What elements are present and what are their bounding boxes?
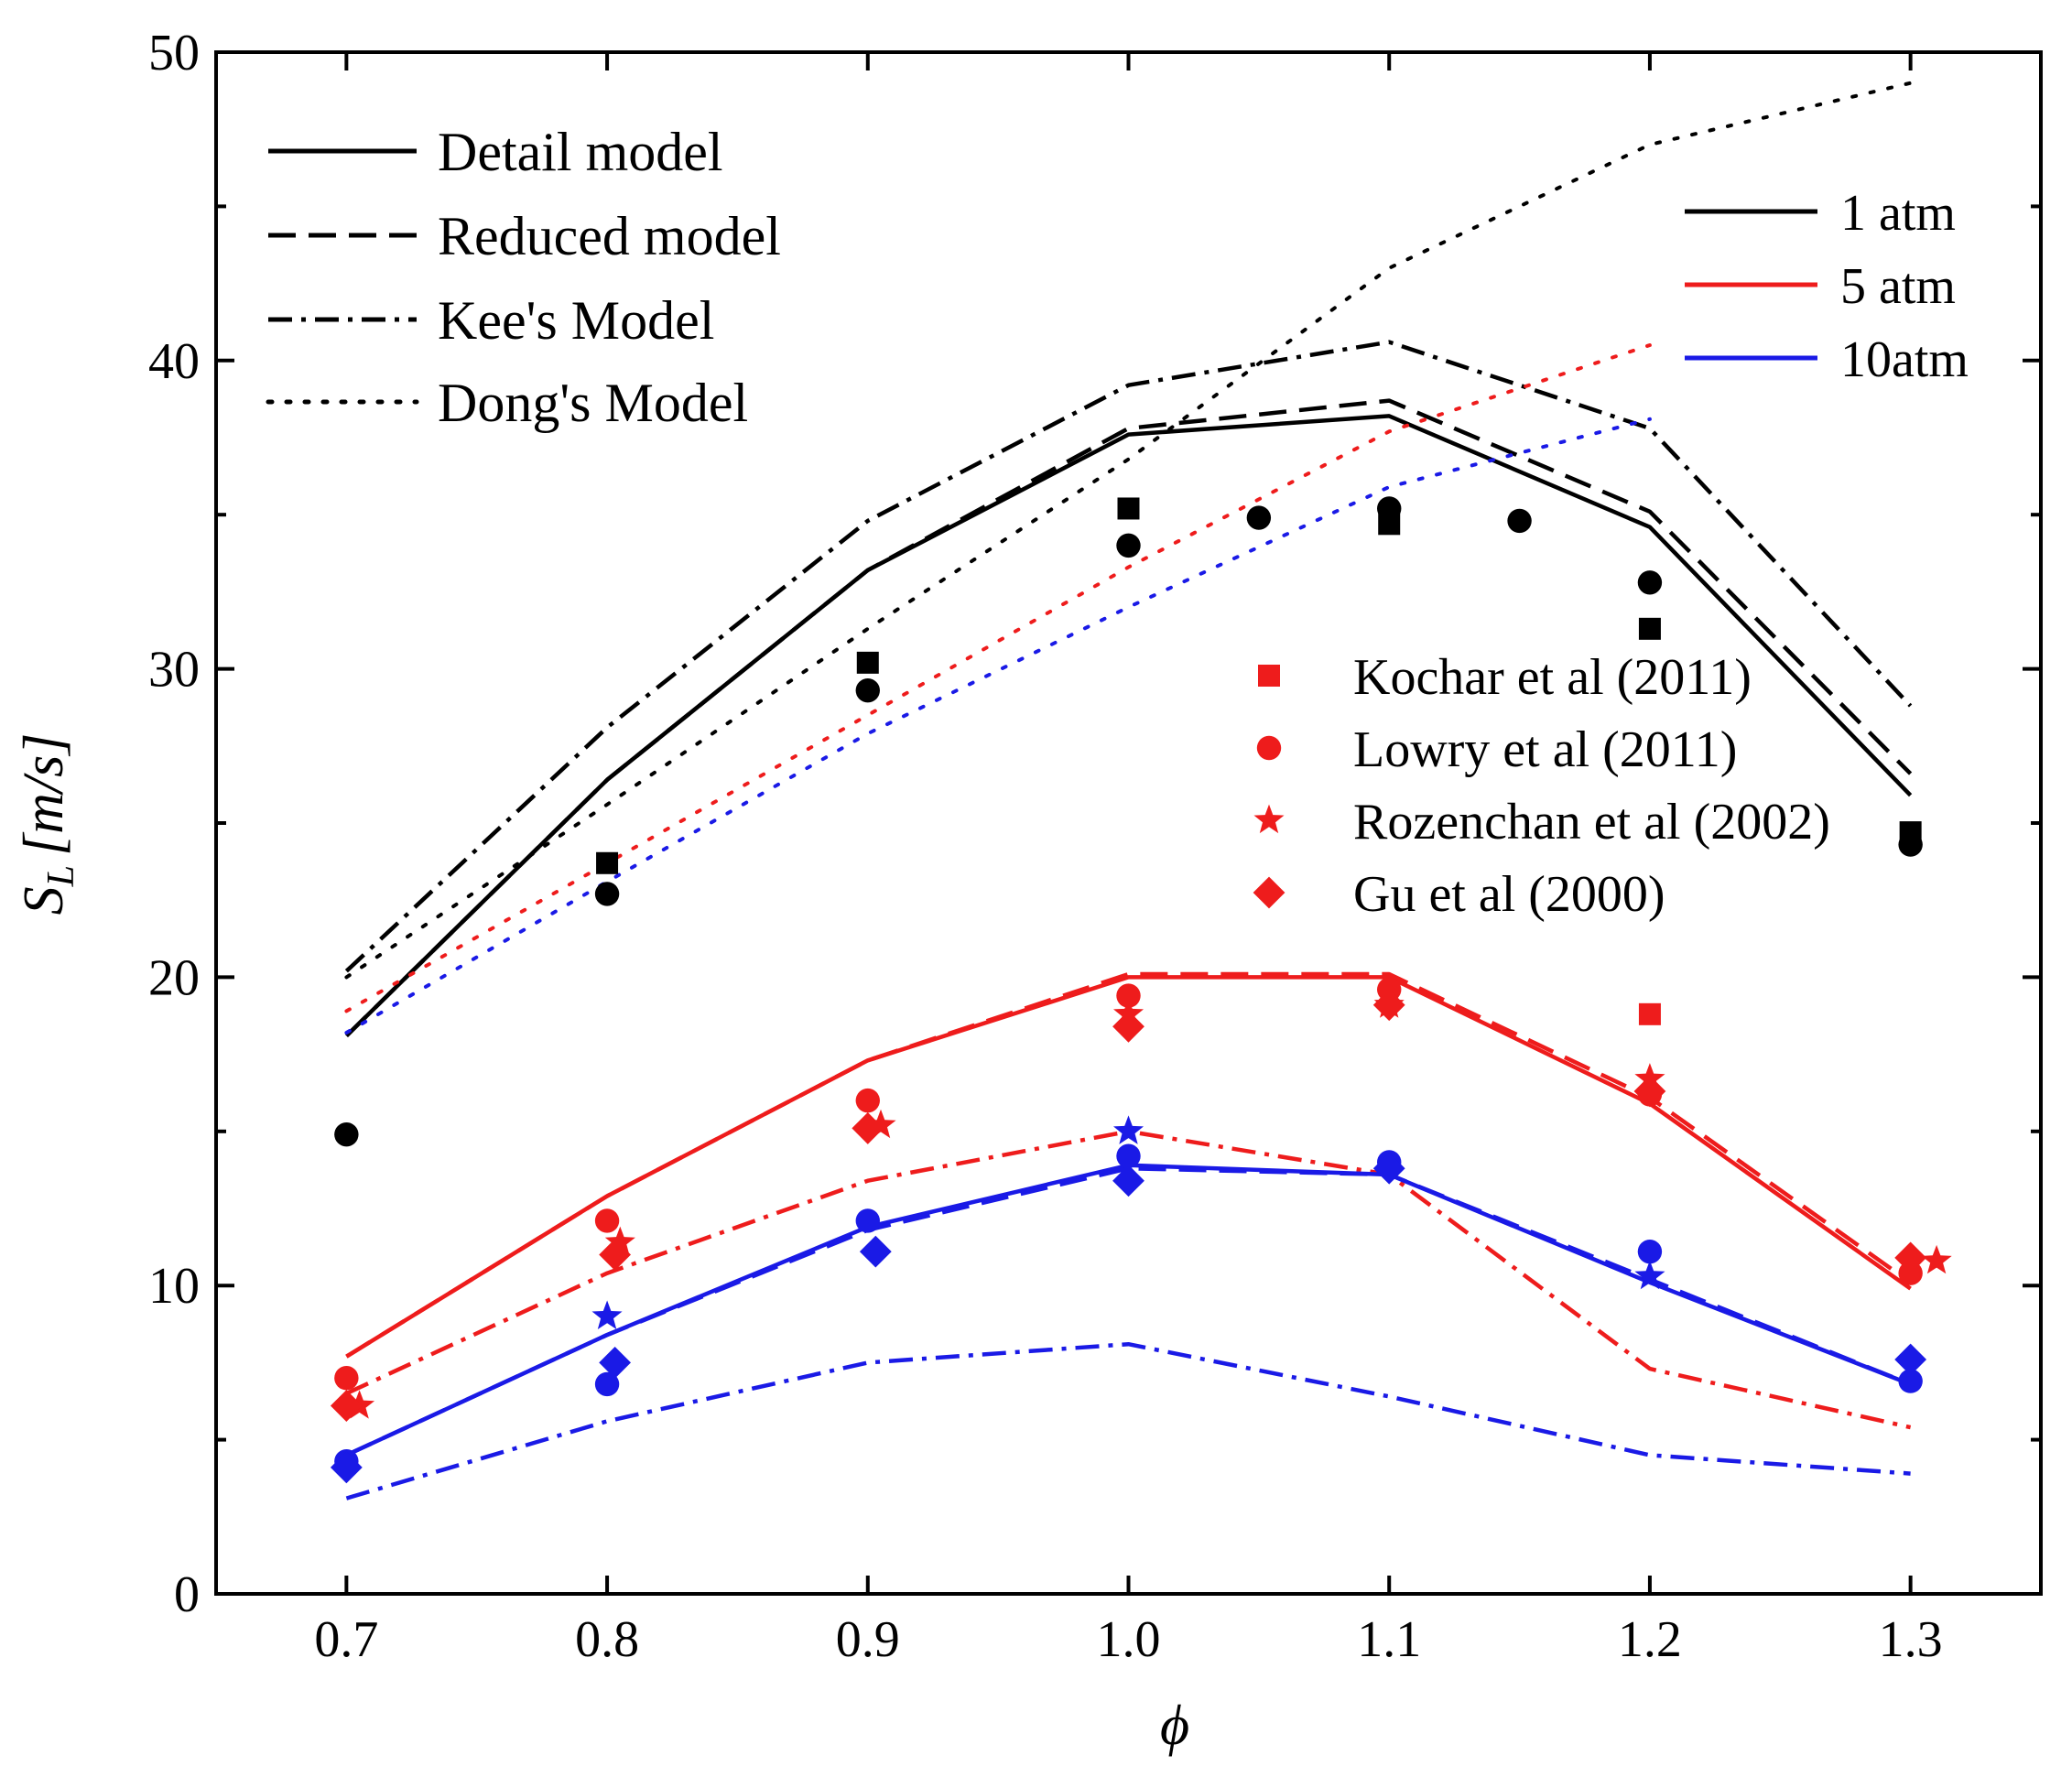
data-point-gu-et-al-2000-10atm-0 — [330, 1451, 363, 1484]
data-point-kochar-et-al-2011-1-atm-1 — [856, 651, 879, 674]
data-point-gu-et-al-2000-10atm-4 — [1372, 1152, 1405, 1185]
y-tick-label: 50 — [148, 25, 200, 81]
legend-experiment-marker-gu-et-al-2000 — [1253, 876, 1286, 909]
legend-experiment-marker-lowry-et-al-2011 — [1256, 735, 1282, 761]
data-point-lowry-et-al-2011-1-atm-3 — [1116, 533, 1141, 558]
legend-experiment-marker-rozenchan-et-al-2002 — [1253, 804, 1285, 834]
data-point-lowry-et-al-2011-10atm-3 — [1116, 1143, 1141, 1168]
data-point-rozenchan-et-al-2002-10atm-1 — [1113, 1115, 1144, 1144]
y-tick-label: 20 — [148, 949, 200, 1006]
y-tick-label: 10 — [148, 1258, 200, 1315]
legend-experiment-label-kochar-et-al-2011: Kochar et al (2011) — [1353, 649, 1752, 706]
data-point-gu-et-al-2000-5-atm-6 — [1894, 1241, 1927, 1274]
y-axis-title: SL [m/s] — [13, 733, 82, 916]
legend-experiment-marker-kochar-et-al-2011 — [1258, 665, 1280, 687]
series-line-dong-s-model-1-atm — [344, 81, 1913, 980]
data-point-lowry-et-al-2011-1-atm-6 — [1507, 508, 1532, 534]
x-tick-label: 0.8 — [575, 1611, 639, 1668]
x-tick-label: 1.2 — [1618, 1611, 1682, 1668]
data-point-gu-et-al-2000-5-atm-4 — [1372, 989, 1405, 1022]
data-point-gu-et-al-2000-5-atm-3 — [1112, 1010, 1144, 1043]
marker-layer — [330, 496, 1952, 1484]
data-point-lowry-et-al-2011-10atm-6 — [1898, 1369, 1923, 1393]
legend-experiment-label-gu-et-al-2000: Gu et al (2000) — [1353, 866, 1665, 923]
data-point-gu-et-al-2000-5-atm-1 — [599, 1239, 632, 1271]
legend-pressure-label-10atm: 10atm — [1840, 331, 1969, 388]
legend-layer: Detail model Reduced model Kee's Model Dong… — [266, 122, 1969, 923]
legend-pressure-label-1-atm: 1 atm — [1840, 185, 1956, 242]
x-tick-label: 0.9 — [836, 1611, 900, 1668]
data-point-gu-et-al-2000-10atm-2 — [859, 1235, 892, 1268]
label-layer: ϕ SL [m/s] — [13, 733, 1189, 1757]
data-point-lowry-et-al-2011-10atm-1 — [594, 1371, 620, 1397]
legend-experiment-label-lowry-et-al-2011: Lowry et al (2011) — [1353, 721, 1737, 778]
data-point-rozenchan-et-al-2002-10atm-0 — [591, 1300, 623, 1329]
data-point-lowry-et-al-2011-1-atm-5 — [1377, 496, 1402, 521]
y-tick-label: 30 — [148, 642, 200, 699]
data-point-lowry-et-al-2011-5-atm-3 — [1116, 983, 1141, 1008]
data-point-rozenchan-et-al-2002-10atm-2 — [1634, 1260, 1665, 1290]
data-point-lowry-et-al-2011-1-atm-2 — [855, 677, 880, 703]
x-tick-label: 0.7 — [314, 1611, 378, 1668]
y-axis-title-unit: [m/s] — [13, 733, 75, 856]
legend-model-label-reduced-model: Reduced model — [438, 206, 781, 266]
data-point-lowry-et-al-2011-1-atm-7 — [1637, 570, 1663, 595]
data-point-rozenchan-et-al-2002-5-atm-6 — [1921, 1244, 1952, 1274]
data-point-lowry-et-al-2011-1-atm-8 — [1898, 832, 1923, 857]
data-point-lowry-et-al-2011-1-atm-1 — [594, 882, 620, 906]
data-point-gu-et-al-2000-5-atm-0 — [330, 1390, 363, 1422]
data-point-kochar-et-al-2011-1-atm-0 — [596, 851, 619, 874]
series-line-detail-model-10atm — [345, 1163, 1912, 1457]
data-point-gu-et-al-2000-5-atm-5 — [1633, 1075, 1666, 1108]
x-tick-label: 1.0 — [1097, 1611, 1161, 1668]
x-tick-label: 1.1 — [1357, 1611, 1421, 1668]
data-point-gu-et-al-2000-10atm-3 — [1112, 1165, 1144, 1197]
data-point-kochar-et-al-2011-1-atm-2 — [1117, 497, 1140, 520]
series-line-kee-s-model-1-atm — [344, 340, 1913, 973]
legend-model-label-kee-s-model: Kee's Model — [438, 290, 714, 351]
data-point-rozenchan-et-al-2002-5-atm-2 — [865, 1109, 896, 1139]
data-point-gu-et-al-2000-5-atm-2 — [852, 1112, 884, 1144]
data-point-lowry-et-al-2011-10atm-2 — [855, 1208, 880, 1233]
series-line-kee-s-model-10atm — [345, 1341, 1911, 1501]
data-point-rozenchan-et-al-2002-5-atm-1 — [604, 1226, 635, 1256]
y-tick-label: 0 — [174, 1566, 200, 1623]
data-point-lowry-et-al-2011-10atm-5 — [1637, 1239, 1663, 1264]
axis-layer: 0.7 0.8 0.9 1.0 1.1 1.2 1.3 0 10 20 30 40 50 — [148, 25, 2041, 1668]
series-line-reduced-model-1-atm — [344, 398, 1913, 1038]
x-axis-title: ϕ — [1160, 1695, 1189, 1757]
data-point-gu-et-al-2000-10atm-1 — [599, 1347, 632, 1379]
legend-model-label-dong-s-model: Dong's Model — [438, 373, 748, 433]
data-point-lowry-et-al-2011-5-atm-2 — [855, 1088, 880, 1113]
data-point-lowry-et-al-2011-1-atm-0 — [334, 1121, 359, 1147]
data-point-lowry-et-al-2011-5-atm-0 — [334, 1366, 359, 1391]
data-point-lowry-et-al-2011-1-atm-4 — [1246, 505, 1272, 530]
legend-model-label-detail-model: Detail model — [438, 122, 723, 182]
y-axis-title-subscript: L — [40, 865, 82, 887]
y-tick-label: 40 — [148, 333, 200, 390]
legend-experiment-label-rozenchan-et-al-2002: Rozenchan et al (2002) — [1353, 794, 1830, 850]
data-point-gu-et-al-2000-10atm-5 — [1894, 1343, 1927, 1376]
legend-pressure-label-5-atm: 5 atm — [1840, 258, 1956, 315]
x-tick-label: 1.3 — [1879, 1611, 1943, 1668]
data-point-lowry-et-al-2011-5-atm-1 — [594, 1208, 620, 1233]
data-point-kochar-et-al-2011-5-atm-0 — [1638, 1002, 1661, 1025]
series-line-dong-s-model-5-atm — [344, 343, 1652, 1013]
data-point-kochar-et-al-2011-1-atm-4 — [1638, 617, 1661, 640]
y-axis-title-symbol: S — [13, 886, 75, 915]
